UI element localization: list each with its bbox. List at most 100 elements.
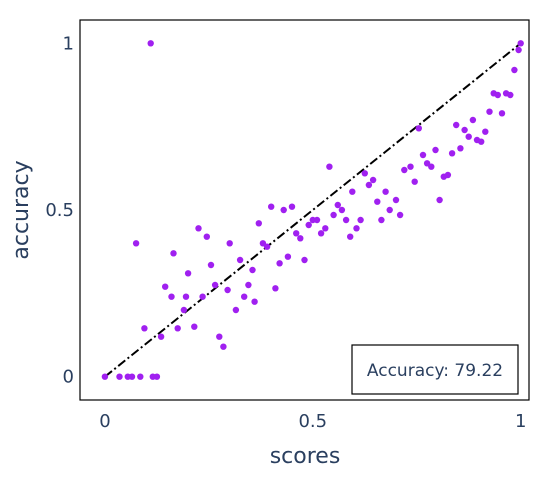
data-point: [137, 373, 144, 380]
data-point: [226, 240, 233, 247]
data-point: [153, 373, 161, 380]
data-point: [378, 216, 385, 224]
data-point: [361, 170, 368, 177]
data-point: [272, 285, 279, 292]
data-point: [216, 333, 223, 340]
data-point: [280, 206, 287, 214]
data-point: [357, 216, 364, 224]
data-point: [419, 151, 427, 159]
data-point: [191, 323, 198, 330]
data-point: [448, 150, 456, 157]
data-point: [220, 343, 227, 350]
data-point: [128, 373, 136, 380]
data-point: [392, 196, 400, 204]
data-point: [232, 306, 240, 314]
x-tick-label: 0: [99, 411, 110, 432]
data-point: [469, 116, 477, 124]
data-point: [263, 243, 271, 250]
data-point: [511, 66, 518, 74]
data-point: [349, 188, 356, 195]
data-point: [461, 126, 468, 134]
data-point: [369, 176, 377, 184]
data-point: [301, 256, 308, 264]
data-point: [317, 230, 325, 237]
data-point: [326, 163, 333, 170]
data-point: [396, 211, 404, 219]
data-point: [444, 171, 452, 179]
annotation-box: [351, 344, 519, 395]
data-point: [342, 216, 350, 224]
data-point: [382, 188, 389, 195]
data-point: [241, 293, 248, 300]
data-point: [353, 225, 360, 232]
data-point: [211, 281, 219, 289]
annotation-text: Accuracy: 79.22: [367, 361, 503, 381]
data-point: [465, 133, 472, 140]
x-tick-labels: 0 0.5 1: [99, 411, 526, 432]
data-point: [207, 261, 215, 269]
data-point: [132, 240, 140, 247]
data-point: [411, 178, 418, 185]
data-point: [453, 121, 460, 129]
data-point: [255, 220, 262, 227]
data-point: [284, 253, 292, 260]
y-axis-title: accuracy: [9, 160, 34, 259]
x-axis-title: scores: [270, 444, 341, 469]
data-point: [365, 181, 373, 189]
data-point: [338, 206, 346, 214]
data-point: [415, 125, 422, 132]
data-point: [386, 206, 393, 214]
y-tick-label: 1: [63, 33, 74, 54]
reference-line: [104, 42, 522, 378]
data-point: [116, 373, 123, 380]
data-point: [249, 266, 256, 274]
data-point: [195, 225, 202, 232]
data-point: [486, 108, 493, 115]
data-point: [436, 196, 443, 204]
data-point: [288, 203, 296, 210]
plot-area-border: [79, 19, 530, 401]
x-tick-label: 0.5: [298, 411, 327, 432]
data-point: [330, 211, 337, 219]
data-point: [347, 233, 354, 240]
y-tick-label: 0: [63, 367, 74, 388]
reference-line-layer: [104, 42, 522, 378]
data-point: [236, 256, 244, 264]
data-point: [297, 235, 304, 242]
data-point: [478, 138, 485, 145]
data-point: [322, 225, 329, 232]
x-tick-label: 1: [515, 411, 526, 432]
data-point: [180, 306, 188, 314]
data-point: [498, 110, 506, 117]
data-point: [245, 281, 252, 289]
data-point: [457, 145, 464, 152]
data-point: [162, 283, 169, 290]
data-point: [182, 293, 190, 300]
data-point: [184, 270, 192, 277]
data-point: [174, 325, 181, 332]
data-point: [374, 198, 381, 205]
data-point: [482, 128, 489, 135]
data-point: [334, 201, 341, 209]
data-point: [517, 40, 524, 47]
y-tick-label: 0.5: [45, 200, 74, 221]
y-tick-labels: 00.51: [45, 33, 74, 387]
data-point: [313, 216, 321, 224]
data-point: [170, 250, 177, 257]
data-point: [293, 230, 300, 237]
data-point: [507, 91, 514, 99]
data-point: [101, 373, 109, 380]
data-point: [203, 233, 210, 240]
data-point: [407, 163, 414, 170]
data-point: [515, 46, 522, 54]
data-point: [224, 286, 231, 294]
data-point: [494, 91, 501, 99]
data-point: [199, 293, 206, 300]
data-point: [276, 260, 283, 267]
data-point: [268, 203, 275, 210]
data-point: [428, 163, 435, 170]
accuracy-annotation: Accuracy: 79.22: [351, 344, 519, 395]
data-point: [305, 221, 312, 229]
